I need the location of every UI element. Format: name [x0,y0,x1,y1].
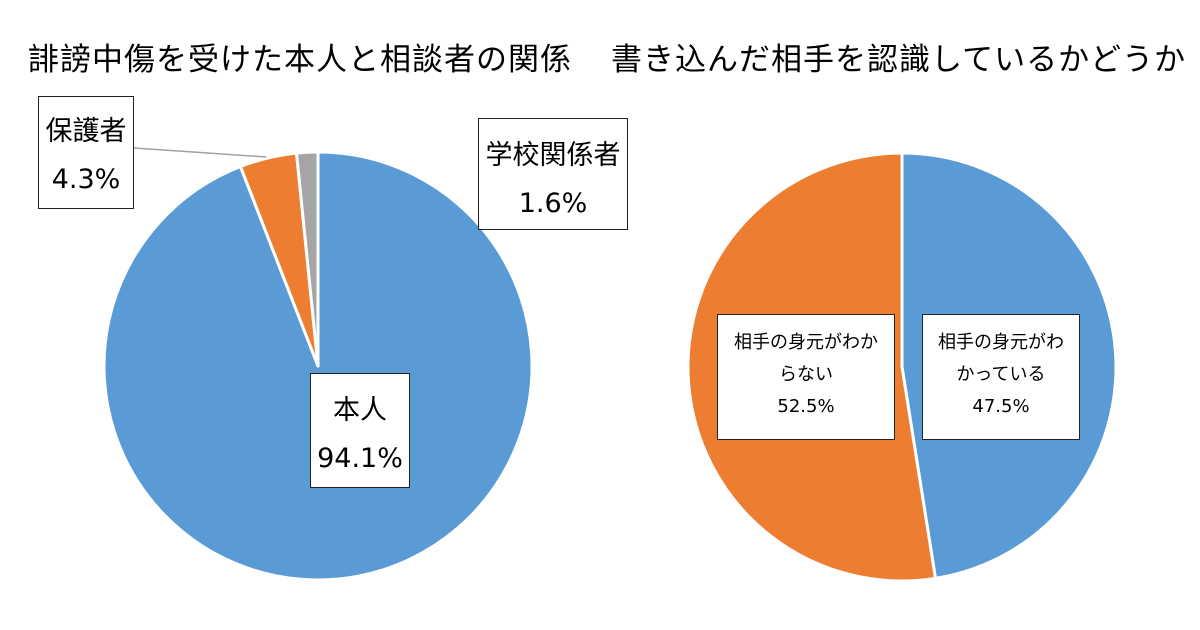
label-mimoto-wakatteiru: 相手の身元がわ かっている 47.5% [922,314,1080,440]
label-mimoto-wakaranai: 相手の身元がわか らない 52.5% [717,314,895,440]
left-chart-title: 誹謗中傷を受けた本人と相談者の関係 [28,42,572,78]
hogosha-leader-line [133,147,267,158]
slice-gakko-kankeisha [295,150,320,368]
right-chart-title: 書き込んだ相手を認識しているかどうか [611,42,1187,78]
label-gakko-kankeisha: 学校関係者 1.6% [478,118,628,230]
label-hogosha: 保護者 4.3% [38,96,134,209]
label-honnin: 本人 94.1% [310,373,410,488]
